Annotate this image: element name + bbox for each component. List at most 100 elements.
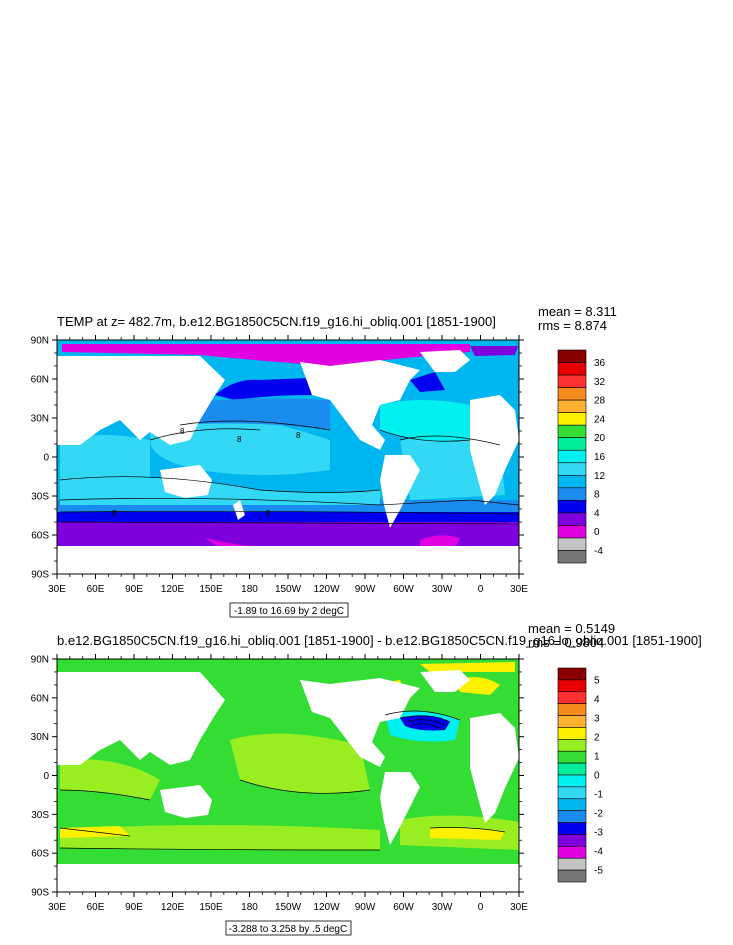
legend-label: 0 <box>594 527 600 538</box>
panel-2-mean: mean = 0.5149 <box>528 621 615 636</box>
lat-label: 90S <box>31 888 49 899</box>
legend-label: 5 <box>594 675 600 686</box>
panel-1-mean: mean = 8.311 <box>538 304 617 319</box>
land-africa <box>470 713 519 823</box>
lon-label: 150W <box>275 584 302 595</box>
land-antarctica <box>57 546 519 574</box>
legend-label: 1 <box>594 751 600 762</box>
anomaly-light-south <box>60 825 380 850</box>
legend-label: 2 <box>594 732 600 743</box>
lat-label: 30S <box>31 810 49 821</box>
lon-label: 90W <box>355 584 376 595</box>
lat-label: 30N <box>31 414 49 425</box>
legend-label: 4 <box>594 508 600 519</box>
legend-swatch <box>557 474 587 489</box>
anomaly-yellow-south-2 <box>430 827 505 840</box>
legend-swatch <box>557 525 587 539</box>
panel-1-title: TEMP at z= 482.7m, b.e12.BG1850C5CN.f19_… <box>57 314 496 329</box>
legend-swatch <box>557 703 587 716</box>
legend-swatch <box>557 449 587 464</box>
land-north-america <box>300 678 420 767</box>
legend-swatch <box>557 715 587 728</box>
contours <box>59 420 520 525</box>
anomaly-blue-atlantic <box>400 715 450 731</box>
legend-swatch <box>557 374 587 388</box>
lon-label: 30W <box>432 902 453 913</box>
panel-1: TEMP at z= 482.7m, b.e12.BG1850C5CN.f19_… <box>31 304 617 618</box>
contours <box>59 710 506 851</box>
legend-swatch <box>557 869 587 883</box>
lat-label: 60N <box>31 693 49 704</box>
legend-swatch <box>557 550 587 564</box>
legend-swatch <box>557 437 587 451</box>
legend-swatch <box>557 846 587 859</box>
legend-label: 20 <box>594 433 606 444</box>
legend-swatch <box>557 691 587 704</box>
lon-label: 180 <box>241 584 258 595</box>
ocean-warm-indian <box>60 435 150 483</box>
legend-swatch <box>557 727 587 740</box>
contour-label: 8 <box>112 509 117 518</box>
panel-2-title: b.e12.BG1850C5CN.f19_g16.hi_obliq.001 [1… <box>57 633 702 648</box>
lon-label: 90W <box>355 902 376 913</box>
lon-label: 30W <box>432 584 453 595</box>
land-antarctica <box>57 864 519 892</box>
antarctic-shelf-2 <box>420 535 460 548</box>
anomaly-yellow-arctic <box>420 662 515 672</box>
legend-label: 36 <box>594 358 606 369</box>
contour-label: 8 <box>266 509 271 518</box>
contour-label: 8 <box>296 431 301 440</box>
legend-label: -4 <box>594 847 603 858</box>
lat-label: 30S <box>31 492 49 503</box>
panel-2-rms: rms = 0.9804 <box>528 635 604 650</box>
ocean-cold-band <box>57 512 519 524</box>
north-atlantic-warm <box>380 400 470 442</box>
legend-swatch <box>557 424 587 439</box>
land-africa <box>470 395 519 505</box>
anomaly-light-indian <box>60 759 160 800</box>
land-greenland <box>420 670 470 692</box>
lon-label: 90E <box>125 584 143 595</box>
lat-label: 30N <box>31 732 49 743</box>
land-australia <box>160 465 212 498</box>
lon-label: 180 <box>241 902 258 913</box>
arctic-ocean <box>62 344 470 366</box>
lat-label: 60N <box>31 375 49 386</box>
legend-swatch <box>557 412 587 426</box>
panel-1-rms: rms = 8.874 <box>538 318 607 333</box>
lon-label: 120W <box>313 584 340 595</box>
panel-2-legend: 5 4 3 2 1 0 -1 -2 -3 -4 -5 <box>557 667 603 883</box>
lon-label: 30E <box>48 902 66 913</box>
panel-1-range-box <box>229 602 349 618</box>
land <box>57 670 519 892</box>
lon-label: 150W <box>275 902 302 913</box>
legend-swatch <box>557 399 587 413</box>
legend-swatch <box>557 822 587 835</box>
legend-label: -5 <box>594 866 603 877</box>
legend-label: 4 <box>594 694 600 705</box>
lon-label: 30E <box>48 584 66 595</box>
lon-label: 60E <box>87 584 105 595</box>
legend-swatch <box>557 362 587 376</box>
legend-label: 12 <box>594 471 606 482</box>
legend-label: 16 <box>594 452 606 463</box>
lon-label: 0 <box>478 902 484 913</box>
legend-swatch <box>557 739 587 752</box>
land-australia <box>160 785 212 818</box>
legend-swatch <box>557 834 587 847</box>
legend-label: 32 <box>594 377 606 388</box>
lat-label: 60S <box>31 531 49 542</box>
legend-swatch <box>557 349 587 363</box>
legend-swatch <box>557 762 587 776</box>
legend-label: -1 <box>594 790 603 801</box>
legend-label: 0 <box>594 771 600 782</box>
panel-1-map: 8 8 8 8 8 <box>56 339 520 575</box>
lat-label: 90S <box>31 570 49 581</box>
legend-label: 28 <box>594 396 606 407</box>
lon-label: 150E <box>199 584 223 595</box>
legend-swatch <box>557 750 587 764</box>
panel-1-axes: 90N 60N 30N 0 30S 60S 90S 30E 60E 90E 120E 150E 180 1… <box>31 335 528 595</box>
legend-swatch <box>557 487 587 501</box>
land-eurasia <box>57 356 225 445</box>
legend-swatch <box>557 512 587 526</box>
